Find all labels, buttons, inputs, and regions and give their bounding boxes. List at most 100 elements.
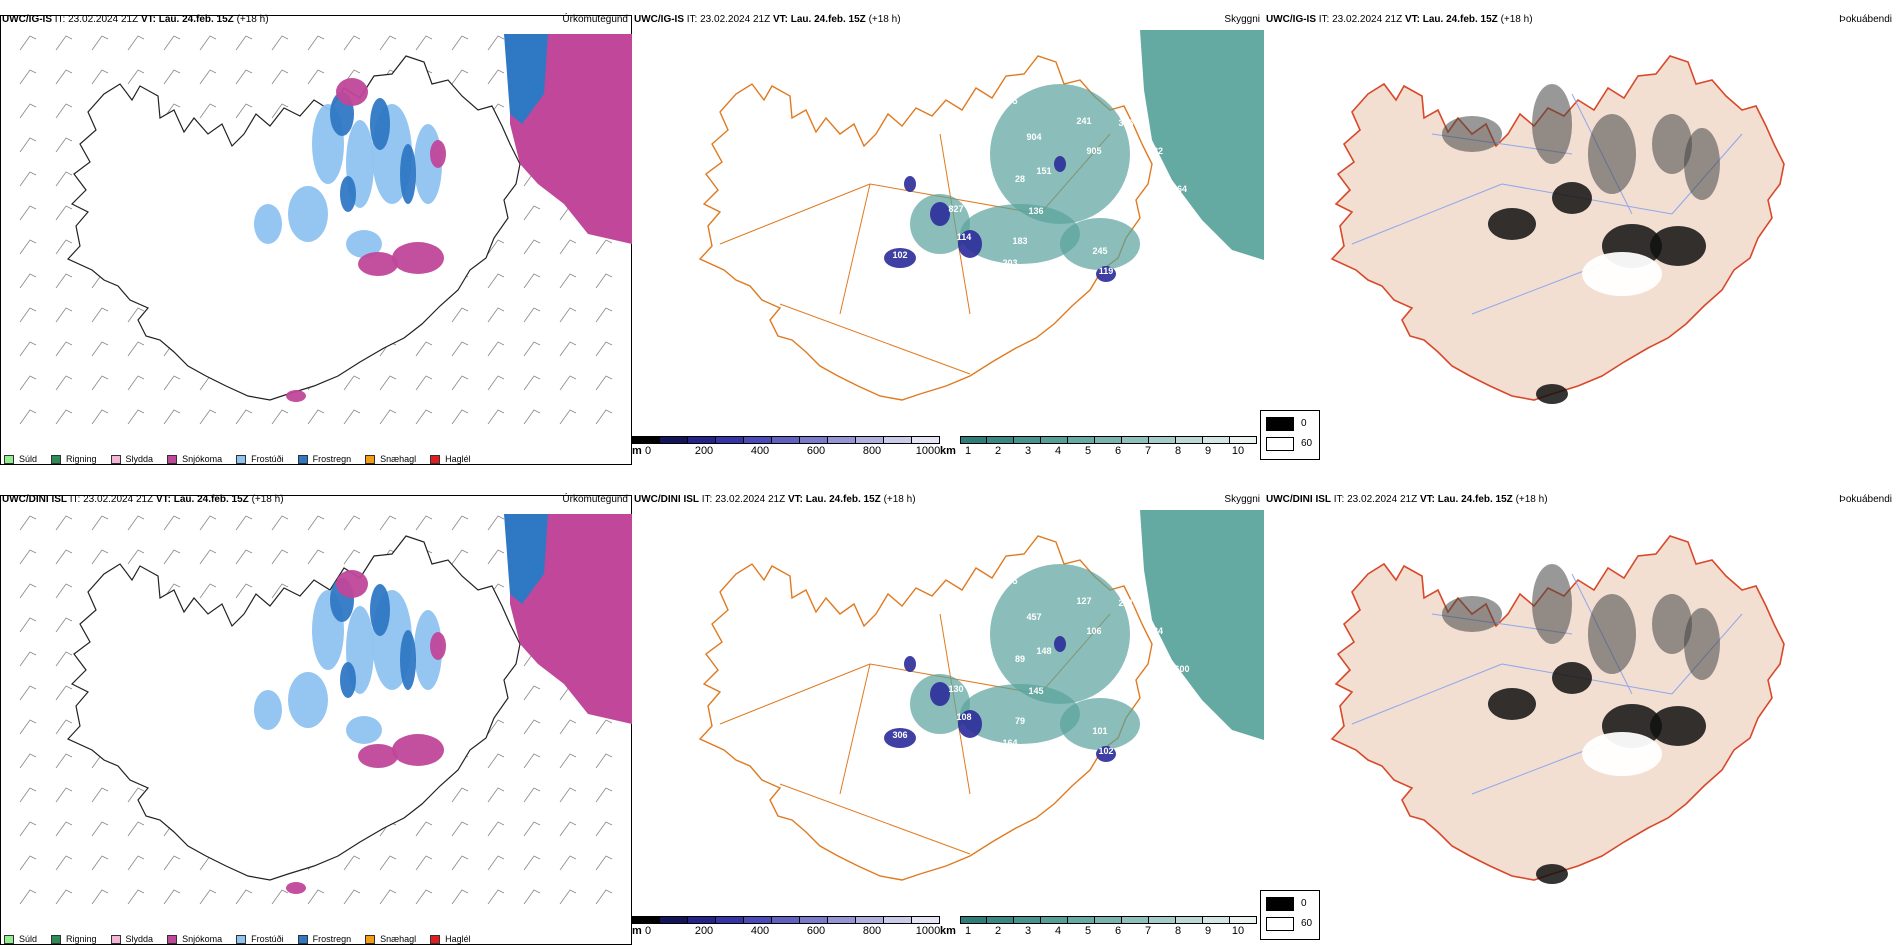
- colorbar-cell: [1014, 916, 1041, 924]
- visibility-map: 405 241 363 904 905 82 151 64 827 114 136 183 102 245…: [698, 30, 1264, 401]
- colorbar-cell: [1068, 916, 1095, 924]
- terrain-patch: [904, 176, 916, 192]
- wind-barb: [91, 341, 109, 357]
- wind-barb: [127, 889, 145, 905]
- precip-type-map: [19, 34, 632, 425]
- wind-barb: [19, 205, 37, 221]
- freezing-rain-patch: [370, 584, 390, 636]
- wind-barb: [379, 375, 397, 391]
- colorbar-cell: [1122, 436, 1149, 444]
- wind-barb: [523, 821, 541, 837]
- wind-barb: [559, 239, 577, 255]
- visibility-value: 306: [892, 730, 907, 740]
- wind-barb: [199, 409, 217, 425]
- wind-barb: [55, 617, 73, 633]
- wind-barb: [595, 787, 613, 803]
- panel-title: UWC/IG-IS IT: 23.02.2024 21Z VT: Lau. 24…: [2, 14, 269, 25]
- colorbar-cell: [632, 916, 660, 924]
- visibility-value: 108: [956, 712, 971, 722]
- colorbar-cell: [716, 916, 744, 924]
- wind-barb: [451, 515, 469, 531]
- wind-barb: [163, 35, 181, 51]
- wind-barb: [55, 855, 73, 871]
- legend-swatch: [236, 934, 247, 944]
- wind-barb: [451, 409, 469, 425]
- legend-swatch: [167, 934, 178, 944]
- wind-barb: [163, 409, 181, 425]
- fog-dense-patch: [1536, 864, 1568, 884]
- road: [719, 183, 871, 245]
- wind-barb: [451, 821, 469, 837]
- legend-swatch: [110, 934, 121, 944]
- colorbar-cell: [660, 436, 688, 444]
- snow-patch: [392, 734, 444, 766]
- fog-dark-patch: [1442, 116, 1502, 152]
- iceland-map: [66, 514, 632, 894]
- legend-item: Snæhagl: [365, 454, 416, 464]
- colorbar-cell: [632, 436, 660, 444]
- colorbar-cell: [1122, 916, 1149, 924]
- wind-barb: [91, 549, 109, 565]
- wind-barb: [127, 375, 145, 391]
- colorbar-cell: [744, 916, 772, 924]
- panel-name: Skyggni: [1224, 494, 1260, 505]
- colorbar-cell: [1095, 916, 1122, 924]
- wind-barb: [55, 69, 73, 85]
- visibility-colorbar: [960, 916, 1257, 924]
- terrain-patch: [958, 710, 982, 738]
- colorbar-cell: [828, 436, 856, 444]
- tick-label: 4: [1054, 925, 1062, 937]
- wind-barb: [487, 69, 505, 85]
- fog-dense-patch: [1488, 688, 1536, 720]
- freezing-drizzle-patch: [254, 204, 282, 244]
- tick-label: 200: [694, 445, 714, 457]
- height-unit: m: [632, 925, 642, 937]
- wind-barb: [19, 719, 37, 735]
- wind-barb: [415, 855, 433, 871]
- colorbar-cell: [960, 436, 987, 444]
- colorbar-cell: [1203, 916, 1230, 924]
- visibility-value: 405: [1002, 96, 1017, 106]
- wind-barb: [307, 515, 325, 531]
- colorbar-cell: [987, 436, 1014, 444]
- legend-item: Frostregn: [297, 934, 351, 944]
- wind-barb: [415, 889, 433, 905]
- wind-barb: [595, 753, 613, 769]
- legend-swatch: [297, 934, 308, 944]
- legend-label: Frostúði: [251, 454, 284, 464]
- legend-swatch: [236, 454, 247, 464]
- legend-item: Frostúði: [236, 454, 284, 464]
- colorbar-cell: [1203, 436, 1230, 444]
- road: [839, 663, 871, 795]
- wind-barb: [235, 409, 253, 425]
- wind-barb: [487, 239, 505, 255]
- visibility-value: 153: [858, 648, 873, 658]
- wind-barb: [163, 889, 181, 905]
- freezing-rain-patch: [370, 98, 390, 150]
- legend-item: Snæhagl: [365, 934, 416, 944]
- legend-swatch: [297, 454, 308, 464]
- freezing-rain-patch: [400, 144, 416, 204]
- wind-barb: [343, 35, 361, 51]
- fog-dense-patch: [1650, 706, 1706, 746]
- iceland-map: [1330, 535, 1785, 884]
- wind-barb: [55, 787, 73, 803]
- snow-patch: [336, 570, 368, 598]
- wind-barb: [559, 375, 577, 391]
- legend-swatch: [51, 934, 62, 944]
- fog-dark-patch: [1588, 114, 1636, 194]
- visibility-panel-row2: UWC/DINI ISL IT: 23.02.2024 21Z VT: Lau.…: [632, 490, 1264, 950]
- fog-dense-patch: [1650, 226, 1706, 266]
- fog-legend-label: 60: [1301, 438, 1313, 449]
- wind-barb: [451, 307, 469, 323]
- fog-index-map: [1330, 535, 1785, 884]
- wind-barb: [19, 583, 37, 599]
- wind-barb: [595, 375, 613, 391]
- freezing-rain-area: [504, 514, 548, 604]
- colorbar-cell: [1095, 436, 1122, 444]
- wind-barb: [523, 787, 541, 803]
- wind-barb: [199, 549, 217, 565]
- tick-label: 1: [964, 925, 972, 937]
- wind-barb: [415, 341, 433, 357]
- wind-barb: [451, 341, 469, 357]
